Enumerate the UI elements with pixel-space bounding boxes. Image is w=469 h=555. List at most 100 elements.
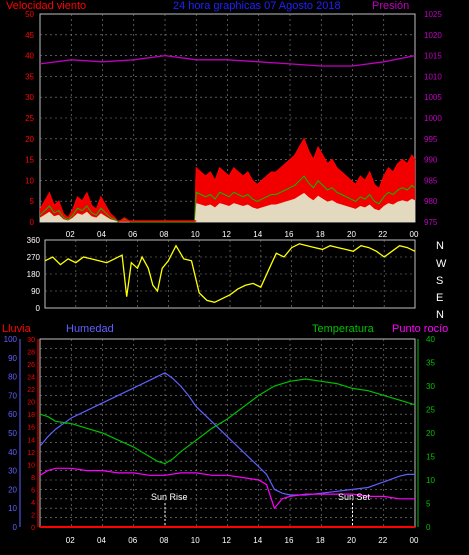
x-tick-label: 10 [191, 536, 200, 545]
y-tick-label-direction: 0 [36, 304, 41, 313]
y-tick-label-direction: 180 [27, 270, 41, 279]
y-tick-label-pressure: 1025 [424, 10, 442, 19]
wind-panel-ticks: 0510152025303540455097598098599099510001… [25, 10, 442, 239]
wind-direction-line [44, 243, 416, 303]
y-tick-label-pressure: 975 [424, 218, 438, 227]
y-tick-label-rain: 20 [27, 400, 35, 407]
wind-panel-series [39, 54, 416, 223]
x-tick-label: 14 [253, 230, 262, 239]
y-tick-label-rain: 26 [27, 362, 35, 369]
y-tick-label-rain: 2 [31, 512, 35, 519]
wind-average-line [39, 175, 416, 223]
x-tick-label: 16 [285, 230, 294, 239]
y-tick-label-wind: 25 [25, 114, 34, 123]
y-tick-label-temperature: 15 [426, 453, 435, 462]
y-tick-label-wind: 50 [25, 10, 34, 19]
wind-speed-label: Velocidad viento [6, 0, 86, 12]
y-tick-label-humidity: 80 [8, 373, 17, 382]
y-tick-label-wind: 20 [25, 135, 34, 144]
direction-panel-series [44, 243, 416, 303]
humidity-label: Humedad [66, 323, 114, 335]
x-tick-label: 10 [191, 230, 200, 239]
y-tick-label-rain: 4 [31, 500, 35, 507]
direction-letters: N W S E N [436, 240, 447, 321]
y-tick-label-pressure: 1005 [424, 93, 442, 102]
y-tick-label-rain: 10 [27, 462, 35, 469]
x-tick-label: 12 [222, 230, 231, 239]
y-tick-label-humidity: 40 [8, 448, 17, 457]
direction-letter-e: E [436, 292, 443, 304]
y-tick-label-temperature: 40 [426, 335, 435, 344]
y-tick-label-humidity: 30 [8, 467, 17, 476]
y-tick-label-pressure: 1015 [424, 52, 442, 61]
y-tick-label-temperature: 20 [426, 429, 435, 438]
y-tick-label-rain: 6 [31, 487, 35, 494]
x-tick-label: 20 [347, 536, 356, 545]
direction-letter-n-bottom: N [436, 309, 444, 321]
y-tick-label-pressure: 1000 [424, 114, 442, 123]
y-tick-label-pressure: 1020 [424, 31, 442, 40]
wind-low-area [40, 192, 415, 222]
x-tick-label: 06 [128, 536, 137, 545]
y-tick-label-direction: 90 [31, 287, 40, 296]
y-tick-label-humidity: 70 [8, 391, 17, 400]
x-tick-label: 00 [410, 230, 419, 239]
climate-panel-series [39, 372, 416, 528]
x-tick-label: 16 [285, 536, 294, 545]
y-tick-label-wind: 35 [25, 72, 34, 81]
climate-panel-ticks: 0102030405060708090100024681012141618202… [4, 335, 436, 545]
y-tick-label-wind: 30 [25, 93, 34, 102]
y-tick-label-humidity: 60 [8, 410, 17, 419]
pressure-line [39, 54, 416, 67]
x-tick-label: 22 [378, 536, 387, 545]
y-tick-label-humidity: 20 [8, 485, 17, 494]
y-tick-label-humidity: 100 [4, 335, 18, 344]
x-tick-label: 14 [253, 536, 262, 545]
y-tick-label-rain: 18 [27, 412, 35, 419]
y-tick-label-humidity: 90 [8, 354, 17, 363]
sunrise-label: Sun Rise [151, 492, 188, 502]
y-tick-label-direction: 270 [27, 253, 41, 262]
y-tick-label-wind: 15 [25, 156, 34, 165]
y-tick-label-humidity: 0 [13, 523, 18, 532]
dewpoint-line [39, 467, 415, 510]
dewpoint-label: Punto rocío [392, 323, 448, 335]
direction-letter-w: W [436, 258, 447, 270]
y-tick-label-wind: 0 [30, 218, 35, 227]
y-tick-label-wind: 5 [30, 197, 35, 206]
direction-letter-n-top: N [436, 240, 444, 252]
x-tick-label: 08 [160, 536, 169, 545]
x-tick-label: 02 [66, 230, 75, 239]
y-tick-label-wind: 10 [25, 176, 34, 185]
temperature-line [39, 378, 416, 465]
y-tick-label-temperature: 10 [426, 476, 435, 485]
y-tick-label-wind: 40 [25, 52, 34, 61]
y-tick-label-rain: 22 [27, 387, 35, 394]
humidity-line [39, 372, 415, 496]
y-tick-label-humidity: 10 [8, 504, 17, 513]
y-tick-label-direction: 360 [27, 236, 41, 245]
y-tick-label-rain: 24 [27, 375, 35, 382]
direction-letter-s: S [436, 275, 443, 287]
x-tick-label: 20 [347, 230, 356, 239]
x-tick-label: 18 [316, 230, 325, 239]
y-tick-label-temperature: 0 [426, 523, 431, 532]
y-tick-label-pressure: 995 [424, 135, 438, 144]
direction-panel-grid [45, 240, 415, 308]
y-tick-label-pressure: 980 [424, 197, 438, 206]
sunset-label: Sun Set [338, 492, 371, 502]
y-tick-label-temperature: 30 [426, 382, 435, 391]
pressure-label: Presión [372, 0, 409, 12]
wind-speed-line [39, 137, 416, 223]
y-tick-label-rain: 30 [27, 337, 35, 344]
x-tick-label: 04 [97, 230, 106, 239]
y-tick-label-pressure: 985 [424, 176, 438, 185]
x-tick-label: 02 [66, 536, 75, 545]
y-tick-label-pressure: 990 [424, 156, 438, 165]
y-tick-label-wind: 45 [25, 31, 34, 40]
x-tick-label: 12 [222, 536, 231, 545]
chart-title: 24 hora graphicas 07 Agosto 2018 [173, 0, 341, 12]
temperature-label: Temperatura [312, 323, 375, 335]
x-tick-label: 18 [316, 536, 325, 545]
y-tick-label-rain: 14 [27, 437, 35, 444]
